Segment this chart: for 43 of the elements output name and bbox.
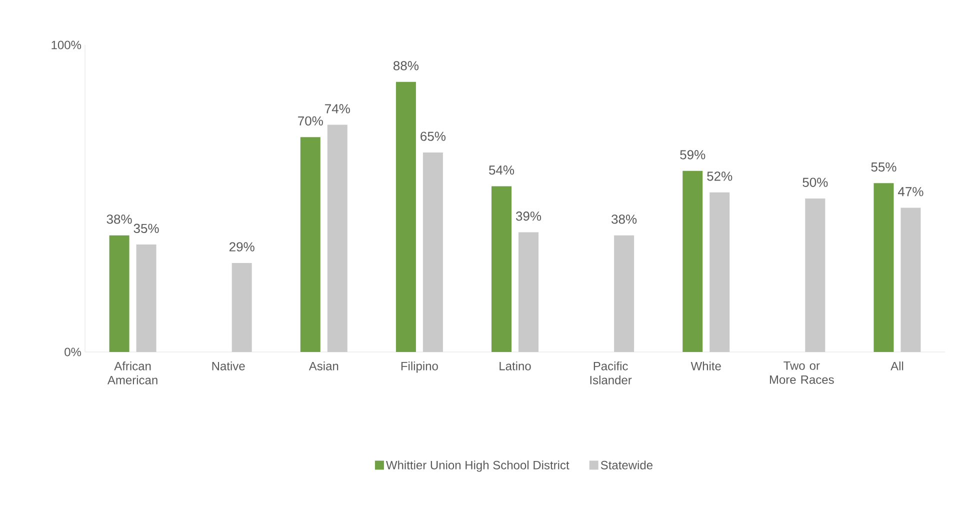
bar	[682, 170, 703, 352]
bar	[518, 232, 538, 352]
x-tick-label: African American	[107, 362, 158, 384]
data-label: 47%	[898, 187, 924, 196]
bar	[710, 192, 730, 352]
bar	[232, 262, 252, 352]
bar	[614, 235, 634, 352]
data-label: 70%	[298, 116, 323, 126]
bar	[396, 82, 416, 352]
x-tick-label: White	[690, 362, 721, 370]
bar	[422, 152, 443, 352]
y-tick-label: 100%	[52, 40, 82, 50]
bar	[109, 235, 130, 352]
x-tick-label: Filipino	[401, 362, 438, 373]
bar	[327, 124, 348, 352]
data-label: 88%	[394, 61, 418, 70]
x-tick-label: Native	[212, 362, 245, 370]
data-label: 38%	[106, 214, 132, 224]
x-tick-label: Pacific Islander	[590, 362, 632, 384]
data-label: 50%	[802, 178, 828, 187]
x-tick-label: Two or More Races	[770, 362, 834, 384]
data-label: 38%	[612, 214, 637, 224]
x-tick-label: All	[890, 362, 904, 370]
data-label: 52%	[707, 172, 732, 181]
bar	[874, 183, 894, 352]
x-tick-label: Asian	[308, 362, 338, 370]
data-label: 55%	[871, 162, 896, 172]
bar	[900, 208, 921, 352]
data-label: 54%	[489, 166, 514, 175]
bar	[805, 198, 826, 352]
bar	[136, 244, 156, 352]
x-tick-label: Latino	[500, 362, 531, 370]
bar	[492, 186, 512, 352]
bar	[300, 137, 320, 352]
legend-label: Whittier Union High School District	[386, 460, 570, 472]
data-label: 29%	[229, 242, 254, 252]
data-label: 39%	[516, 212, 542, 221]
data-label: 65%	[420, 132, 446, 141]
legend-label: Statewide	[600, 460, 652, 470]
data-label: 74%	[325, 104, 350, 114]
data-label: 59%	[680, 150, 706, 160]
data-label: 35%	[134, 224, 159, 234]
y-tick-label: 0%	[64, 348, 82, 356]
